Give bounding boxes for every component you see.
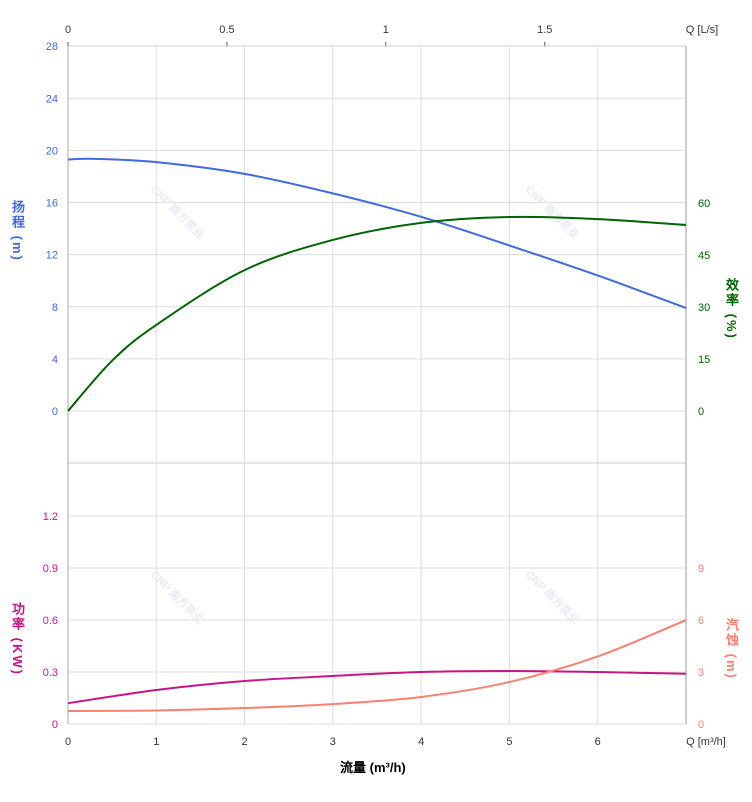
head-tick-label: 8 xyxy=(52,302,58,314)
npsh-tick-label: 9 xyxy=(698,563,704,575)
eff-tick-label: 30 xyxy=(698,302,710,314)
power-tick-label: 0.3 xyxy=(43,667,58,679)
power-curve xyxy=(67,669,687,705)
top-tick-label: 0 xyxy=(65,24,71,36)
head-axis-label: 扬程 (m) xyxy=(10,200,25,262)
top-tick-label: 1.5 xyxy=(537,24,552,36)
efficiency-axis-label: 效率 (%) xyxy=(724,278,739,340)
head-tick-label: 12 xyxy=(46,250,58,262)
eff-tick-label: 60 xyxy=(698,198,710,210)
x-unit-label: Q [m³/h] xyxy=(686,736,726,748)
x-tick-label: 3 xyxy=(330,736,336,748)
power-tick-label: 0.6 xyxy=(43,615,58,627)
watermark-logo: CNP 南方泵业 xyxy=(148,182,207,241)
head-tick-label: 0 xyxy=(52,406,58,418)
npsh-curve xyxy=(67,619,687,713)
efficiency-curve xyxy=(67,215,687,412)
lower-plot-frame xyxy=(67,462,687,725)
power-tick-label: 0 xyxy=(52,719,58,731)
x-tick-label: 0 xyxy=(65,736,71,748)
watermark-logo: CNP 南方泵业 xyxy=(523,182,582,241)
npsh-axis-label: 汽蚀 (m) xyxy=(724,618,739,680)
x-tick-label: 6 xyxy=(595,736,601,748)
head-tick-label: 16 xyxy=(46,198,58,210)
power-axis-label: 功率 (KW) xyxy=(10,602,25,676)
top-tick-label: 1 xyxy=(383,24,389,36)
head-curve xyxy=(67,157,687,310)
watermark-logo: CNP 南方泵业 xyxy=(148,567,207,626)
x-tick-label: 2 xyxy=(242,736,248,748)
x-tick-label: 5 xyxy=(506,736,512,748)
head-tick-label: 20 xyxy=(46,145,58,157)
power-tick-label: 0.9 xyxy=(43,563,58,575)
top-tick-label: 0.5 xyxy=(219,24,234,36)
head-tick-label: 4 xyxy=(52,354,58,366)
npsh-tick-label: 0 xyxy=(698,719,704,731)
eff-tick-label: 45 xyxy=(698,250,710,262)
power-tick-label: 1.2 xyxy=(43,511,58,523)
top-unit-label: Q [L/s] xyxy=(686,24,718,36)
watermark-logo: CNP 南方泵业 xyxy=(523,567,582,626)
eff-tick-label: 0 xyxy=(698,406,704,418)
npsh-tick-label: 6 xyxy=(698,615,704,627)
head-tick-label: 28 xyxy=(46,41,58,53)
x-tick-label: 1 xyxy=(153,736,159,748)
x-axis-label: 流量 (m³/h) xyxy=(340,760,406,775)
npsh-tick-label: 3 xyxy=(698,667,704,679)
x-tick-label: 4 xyxy=(418,736,424,748)
eff-tick-label: 15 xyxy=(698,354,710,366)
head-tick-label: 24 xyxy=(46,93,58,105)
